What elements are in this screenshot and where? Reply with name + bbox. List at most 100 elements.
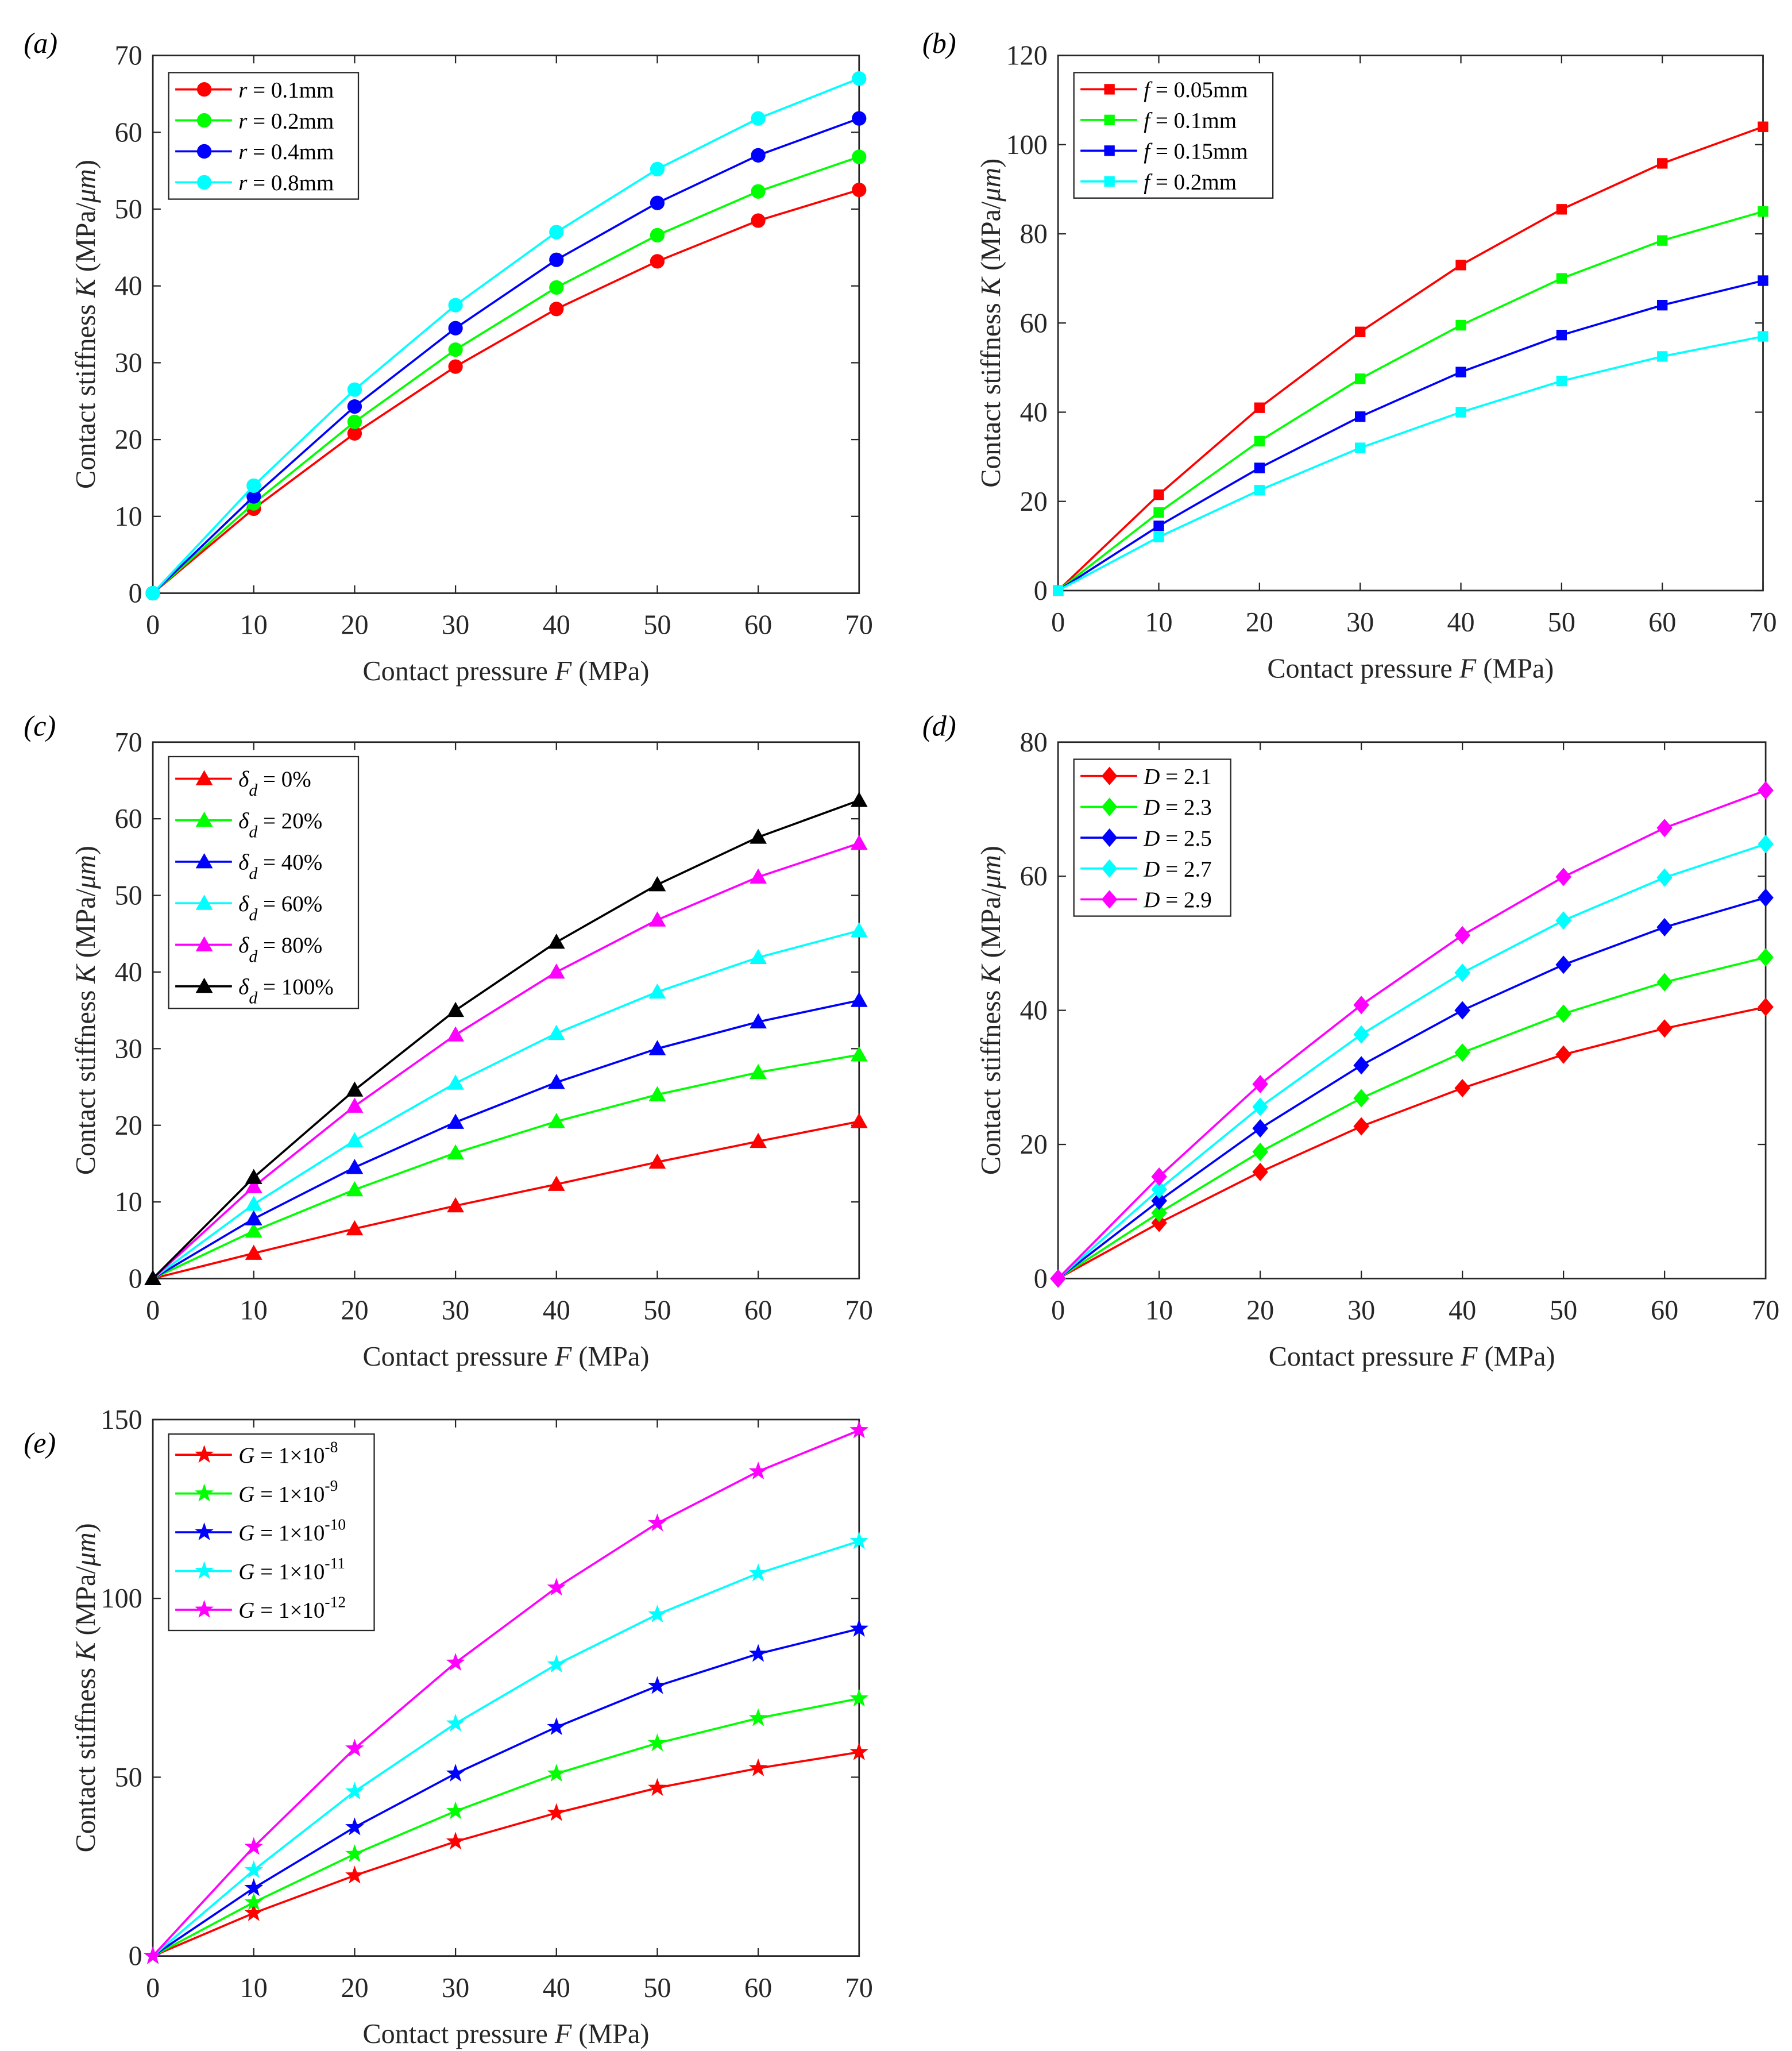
label-segment: )	[71, 846, 101, 855]
marker-diamond	[1454, 926, 1470, 944]
legend-var: r	[238, 109, 248, 133]
marker-square	[1455, 319, 1466, 331]
series-line	[152, 930, 860, 1279]
x-tick-label: 0	[1051, 607, 1065, 638]
legend-text: = 0.05mm	[1150, 78, 1248, 102]
legend-text: = 0.1mm	[247, 78, 334, 102]
label-segment: (MPa)	[1476, 653, 1554, 684]
marker-square	[1556, 330, 1567, 341]
legend-var: D	[1143, 764, 1160, 789]
marker-square	[1104, 176, 1115, 187]
marker-diamond	[1101, 890, 1118, 909]
legend-label: f = 0.2mm	[1144, 169, 1237, 194]
marker-star	[345, 1782, 364, 1800]
label-segment: Contact pressure	[1269, 1341, 1461, 1372]
y-tick-label: 50	[115, 881, 142, 911]
marker-star	[195, 1444, 214, 1463]
y-tick-label: 50	[115, 1762, 142, 1792]
marker-square	[1355, 442, 1366, 453]
label-segment: Contact stiffness	[976, 296, 1006, 488]
label-segment: μm	[71, 1532, 101, 1567]
marker-star	[849, 1531, 869, 1549]
marker-triangle	[547, 933, 565, 949]
x-tick-label: 70	[1749, 607, 1776, 638]
x-tick-label: 70	[1752, 1296, 1779, 1326]
chart-e: 0 10 20 30 40 50 60 70 0 50 100 150 Contact pressure…	[24, 1405, 873, 2049]
legend-var: D	[1143, 857, 1160, 882]
marker-star	[748, 1461, 768, 1480]
marker-circle	[751, 111, 766, 126]
series-line	[152, 1628, 860, 1957]
y-tick-label: 100	[101, 1583, 142, 1614]
y-tick-label: 10	[115, 502, 142, 532]
legend-label: δd = 80%	[238, 933, 322, 966]
legend-var: G	[238, 1443, 254, 1468]
marker-star	[748, 1758, 768, 1776]
series-line	[1057, 279, 1763, 592]
x-tick-label: 70	[845, 1973, 873, 2003]
label-segment: Contact pressure	[363, 1341, 555, 1372]
legend-sub: d	[249, 989, 257, 1008]
marker-square	[1657, 235, 1668, 246]
legend-var: δ	[238, 850, 249, 875]
legend-text: = 1×10	[254, 1559, 325, 1584]
legend-text: = 2.1	[1160, 764, 1211, 789]
marker-star	[244, 1892, 264, 1911]
series-line	[152, 1054, 860, 1280]
marker-triangle	[195, 811, 213, 827]
legend-label: r = 0.4mm	[238, 140, 334, 164]
marker-circle	[145, 585, 160, 601]
legend-var: D	[1143, 888, 1160, 912]
legend-var: G	[238, 1521, 254, 1545]
marker-square	[1758, 206, 1768, 217]
marker-triangle	[750, 868, 767, 884]
legend-item: f = 0.15mm	[1080, 139, 1248, 164]
marker-triangle	[346, 1181, 364, 1197]
marker-triangle	[547, 1024, 565, 1040]
legend-item: r = 0.4mm	[175, 140, 334, 164]
x-tick-label: 10	[240, 1296, 268, 1326]
x-tick-label: 70	[845, 610, 873, 641]
legend-label: δd = 40%	[238, 850, 322, 883]
x-tick-label: 50	[1550, 1296, 1577, 1326]
label-segment: K	[976, 276, 1006, 296]
legend-label: δd = 60%	[238, 892, 322, 924]
marker-circle	[852, 182, 867, 198]
marker-diamond	[1353, 1056, 1369, 1075]
chart-d: 0 10 20 30 40 50 60 70 0 20 40 60 80 Contact pressure…	[922, 710, 1779, 1372]
marker-circle	[549, 252, 564, 267]
legend-label: r = 0.2mm	[238, 109, 334, 133]
marker-triangle	[850, 834, 868, 850]
series	[145, 149, 867, 601]
marker-diamond	[1353, 1089, 1369, 1108]
marker-square	[1254, 485, 1265, 496]
y-axis-label: Contact stiffness K (MPa/μm)	[71, 160, 101, 489]
legend-var: δ	[238, 767, 249, 792]
series-line	[1057, 335, 1763, 592]
legend-sup: -9	[325, 1476, 338, 1494]
marker-star	[143, 1946, 163, 1964]
marker-circle	[852, 111, 867, 126]
marker-star	[748, 1563, 768, 1582]
marker-star	[849, 1420, 869, 1439]
x-tick-label: 10	[240, 1973, 268, 2003]
y-tick-label: 30	[115, 1034, 142, 1064]
marker-triangle	[447, 1113, 465, 1129]
marker-square	[1104, 84, 1115, 95]
marker-circle	[246, 478, 261, 493]
legend-var: δ	[238, 808, 249, 833]
y-tick-label: 20	[115, 425, 142, 455]
marker-diamond	[1101, 859, 1118, 878]
y-tick-label: 60	[115, 117, 142, 148]
series-line	[152, 1751, 860, 1957]
chart-b: 0 10 20 30 40 50 60 70 0 20 40 60 80 100 120 Contact pr…	[922, 27, 1777, 684]
marker-triangle	[850, 1046, 868, 1062]
legend-var: r	[238, 78, 248, 102]
legend-label: D = 2.1	[1143, 764, 1211, 789]
marker-triangle	[195, 977, 213, 993]
x-tick-label: 60	[1648, 607, 1676, 638]
legend-label: δd = 0%	[238, 767, 311, 800]
marker-star	[446, 1713, 465, 1732]
marker-star	[648, 1733, 667, 1752]
y-tick-label: 20	[1020, 1129, 1048, 1160]
